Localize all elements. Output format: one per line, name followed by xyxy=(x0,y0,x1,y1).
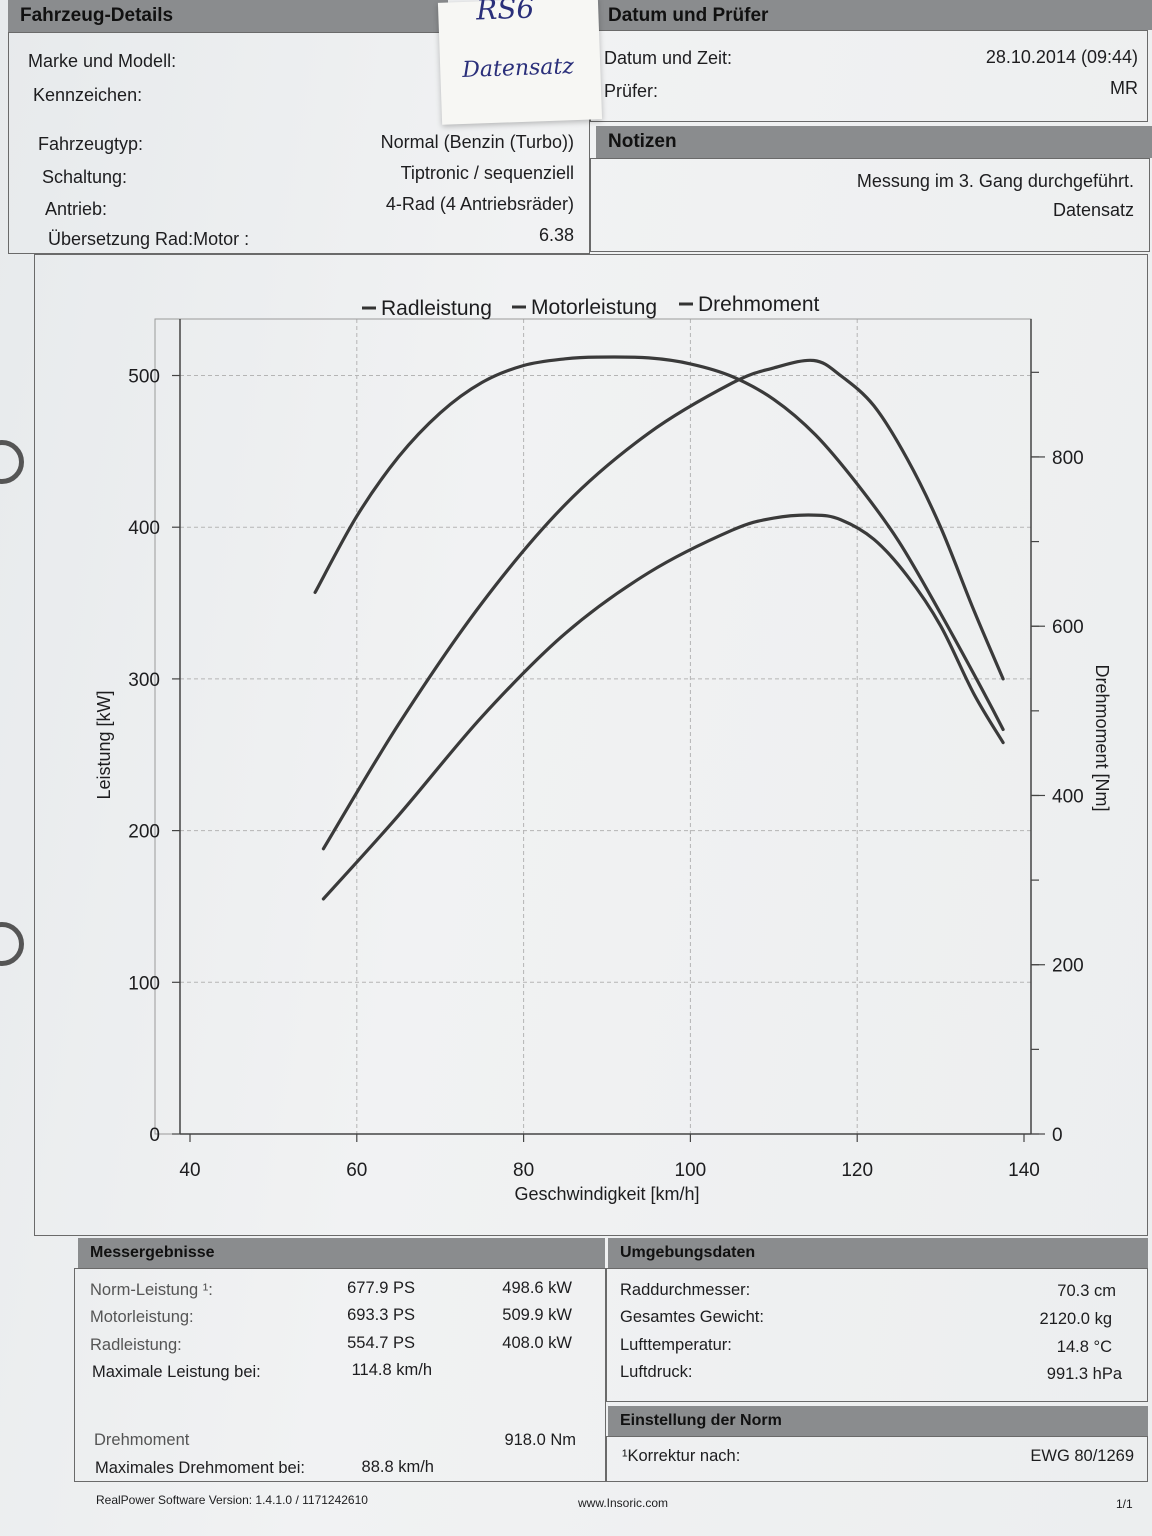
torque-label: Drehmoment xyxy=(94,1431,190,1449)
y-tick-label: 200 xyxy=(128,822,160,843)
make-model-label: Marke und Modell: xyxy=(28,51,177,71)
results-panel xyxy=(74,1268,606,1482)
y2-tick-label: 200 xyxy=(1052,956,1084,977)
air-temperature-value: 14.8 °C xyxy=(1056,1338,1112,1356)
y-tick-label: 400 xyxy=(128,518,160,539)
max-power-at-value: 114.8 km/h xyxy=(351,1361,432,1379)
tester-value: MR xyxy=(1110,78,1138,98)
x-tick-label: 140 xyxy=(1008,1160,1040,1181)
notes-panel xyxy=(590,158,1150,252)
y2-axis-title: Drehmoment [Nm] xyxy=(1092,664,1112,811)
x-tick-label: 60 xyxy=(346,1160,367,1181)
page-number: 1/1 xyxy=(1116,1497,1133,1511)
y2-tick-label: 0 xyxy=(1052,1125,1063,1146)
norm-power-label: Norm-Leistung ¹: xyxy=(90,1281,213,1299)
chart-grid xyxy=(180,319,1031,1134)
transmission-value: Tiptronic / sequenziell xyxy=(400,163,574,183)
series-line-drehmoment xyxy=(313,355,1005,732)
plot-area xyxy=(154,318,1032,1135)
norm-header: Einstellung der Norm xyxy=(608,1406,1148,1436)
y-tick-label: 100 xyxy=(128,973,160,994)
air-temperature-label: Lufttemperatur: xyxy=(620,1336,732,1354)
chart-frame xyxy=(34,254,1148,1236)
y-axis-title: Leistung [kW] xyxy=(94,690,114,799)
wheel-power-ps: 554.7 PS xyxy=(347,1334,415,1352)
notes-header: Notizen xyxy=(596,126,1152,158)
date-time-value: 28.10.2014 (09:44) xyxy=(985,47,1138,67)
vehicle-details-panel xyxy=(8,32,590,254)
total-weight-label: Gesamtes Gewicht: xyxy=(620,1308,764,1326)
norm-power-kw: 498.6 kW xyxy=(502,1279,572,1297)
binder-ring-lower xyxy=(0,922,24,966)
wheel-diameter-value: 70.3 cm xyxy=(1057,1282,1116,1300)
date-tester-header: Datum und Prüfer xyxy=(596,0,1152,30)
series-line-motorleistung xyxy=(321,358,1005,851)
legend-drehmoment: Drehmoment xyxy=(698,293,820,316)
y-tick-label: 0 xyxy=(149,1125,160,1146)
y-tick-label: 300 xyxy=(128,670,160,691)
norm-power-ps: 677.9 PS xyxy=(347,1279,415,1297)
vehicle-type-value: Normal (Benzin (Turbo)) xyxy=(380,132,574,152)
vehicle-details-header: Fahrzeug-Details xyxy=(8,0,448,32)
norm-panel xyxy=(606,1436,1148,1482)
notes-line-1: Messung im 3. Gang durchgeführt. xyxy=(856,171,1134,191)
max-power-at-label: Maximale Leistung bei: xyxy=(92,1363,261,1381)
binder-ring-upper xyxy=(0,440,24,484)
x-tick-label: 100 xyxy=(675,1160,707,1181)
date-time-label: Datum und Zeit: xyxy=(604,48,733,68)
software-version: RealPower Software Version: 1.4.1.0 / 11… xyxy=(96,1493,368,1507)
vendor-url: www.Insoric.com xyxy=(578,1496,669,1510)
environment-header: Umgebungsdaten xyxy=(608,1238,1148,1268)
norm-correction-value: EWG 80/1269 xyxy=(1030,1447,1134,1465)
wheel-power-label: Radleistung: xyxy=(90,1336,182,1354)
x-tick-label: 80 xyxy=(513,1160,534,1181)
y2-tick-label: 800 xyxy=(1052,448,1084,469)
legend-radleistung: Radleistung xyxy=(381,297,492,320)
engine-power-kw: 509.9 kW xyxy=(502,1306,572,1324)
transmission-label: Schaltung: xyxy=(42,167,128,187)
license-plate-label: Kennzeichen: xyxy=(33,85,143,105)
gear-ratio-label: Übersetzung Rad:Motor : xyxy=(48,229,250,249)
drive-value: 4-Rad (4 Antriebsräder) xyxy=(385,194,574,214)
notes-line-2: Datensatz xyxy=(1052,200,1134,220)
legend-motorleistung: Motorleistung xyxy=(531,296,657,319)
x-axis-title: Geschwindigkeit [km/h] xyxy=(514,1184,699,1204)
engine-power-ps: 693.3 PS xyxy=(347,1306,415,1324)
wheel-power-kw: 408.0 kW xyxy=(502,1334,572,1352)
series-line-radleistung xyxy=(321,513,1005,901)
gear-ratio-value: 6.38 xyxy=(538,225,574,245)
air-pressure-value: 991.3 hPa xyxy=(1046,1365,1122,1383)
y2-tick-label: 400 xyxy=(1052,786,1084,807)
x-tick-label: 40 xyxy=(179,1160,200,1181)
results-header: Messergebnisse xyxy=(78,1238,605,1268)
norm-correction-label: ¹Korrektur nach: xyxy=(622,1447,741,1465)
environment-panel xyxy=(606,1268,1148,1402)
wheel-diameter-label: Raddurchmesser: xyxy=(620,1281,751,1299)
max-torque-at-label: Maximales Drehmoment bei: xyxy=(95,1459,305,1477)
air-pressure-label: Luftdruck: xyxy=(620,1363,693,1381)
tester-label: Prüfer: xyxy=(604,81,659,101)
x-tick-label: 120 xyxy=(841,1160,873,1181)
y-tick-label: 500 xyxy=(128,367,160,388)
axis-ticks: 40 60 80 100 120 140 0 100 200 300 400 500 0 200 400 60… xyxy=(128,367,1083,1181)
engine-power-label: Motorleistung: xyxy=(90,1308,194,1326)
max-torque-at-value: 88.8 km/h xyxy=(361,1458,434,1476)
torque-value: 918.0 Nm xyxy=(504,1431,576,1449)
total-weight-value: 2120.0 kg xyxy=(1039,1310,1112,1328)
vehicle-type-label: Fahrzeugtyp: xyxy=(38,134,144,154)
chart-curves xyxy=(313,355,1005,901)
drive-label: Antrieb: xyxy=(45,199,108,219)
y2-tick-label: 600 xyxy=(1052,617,1084,638)
